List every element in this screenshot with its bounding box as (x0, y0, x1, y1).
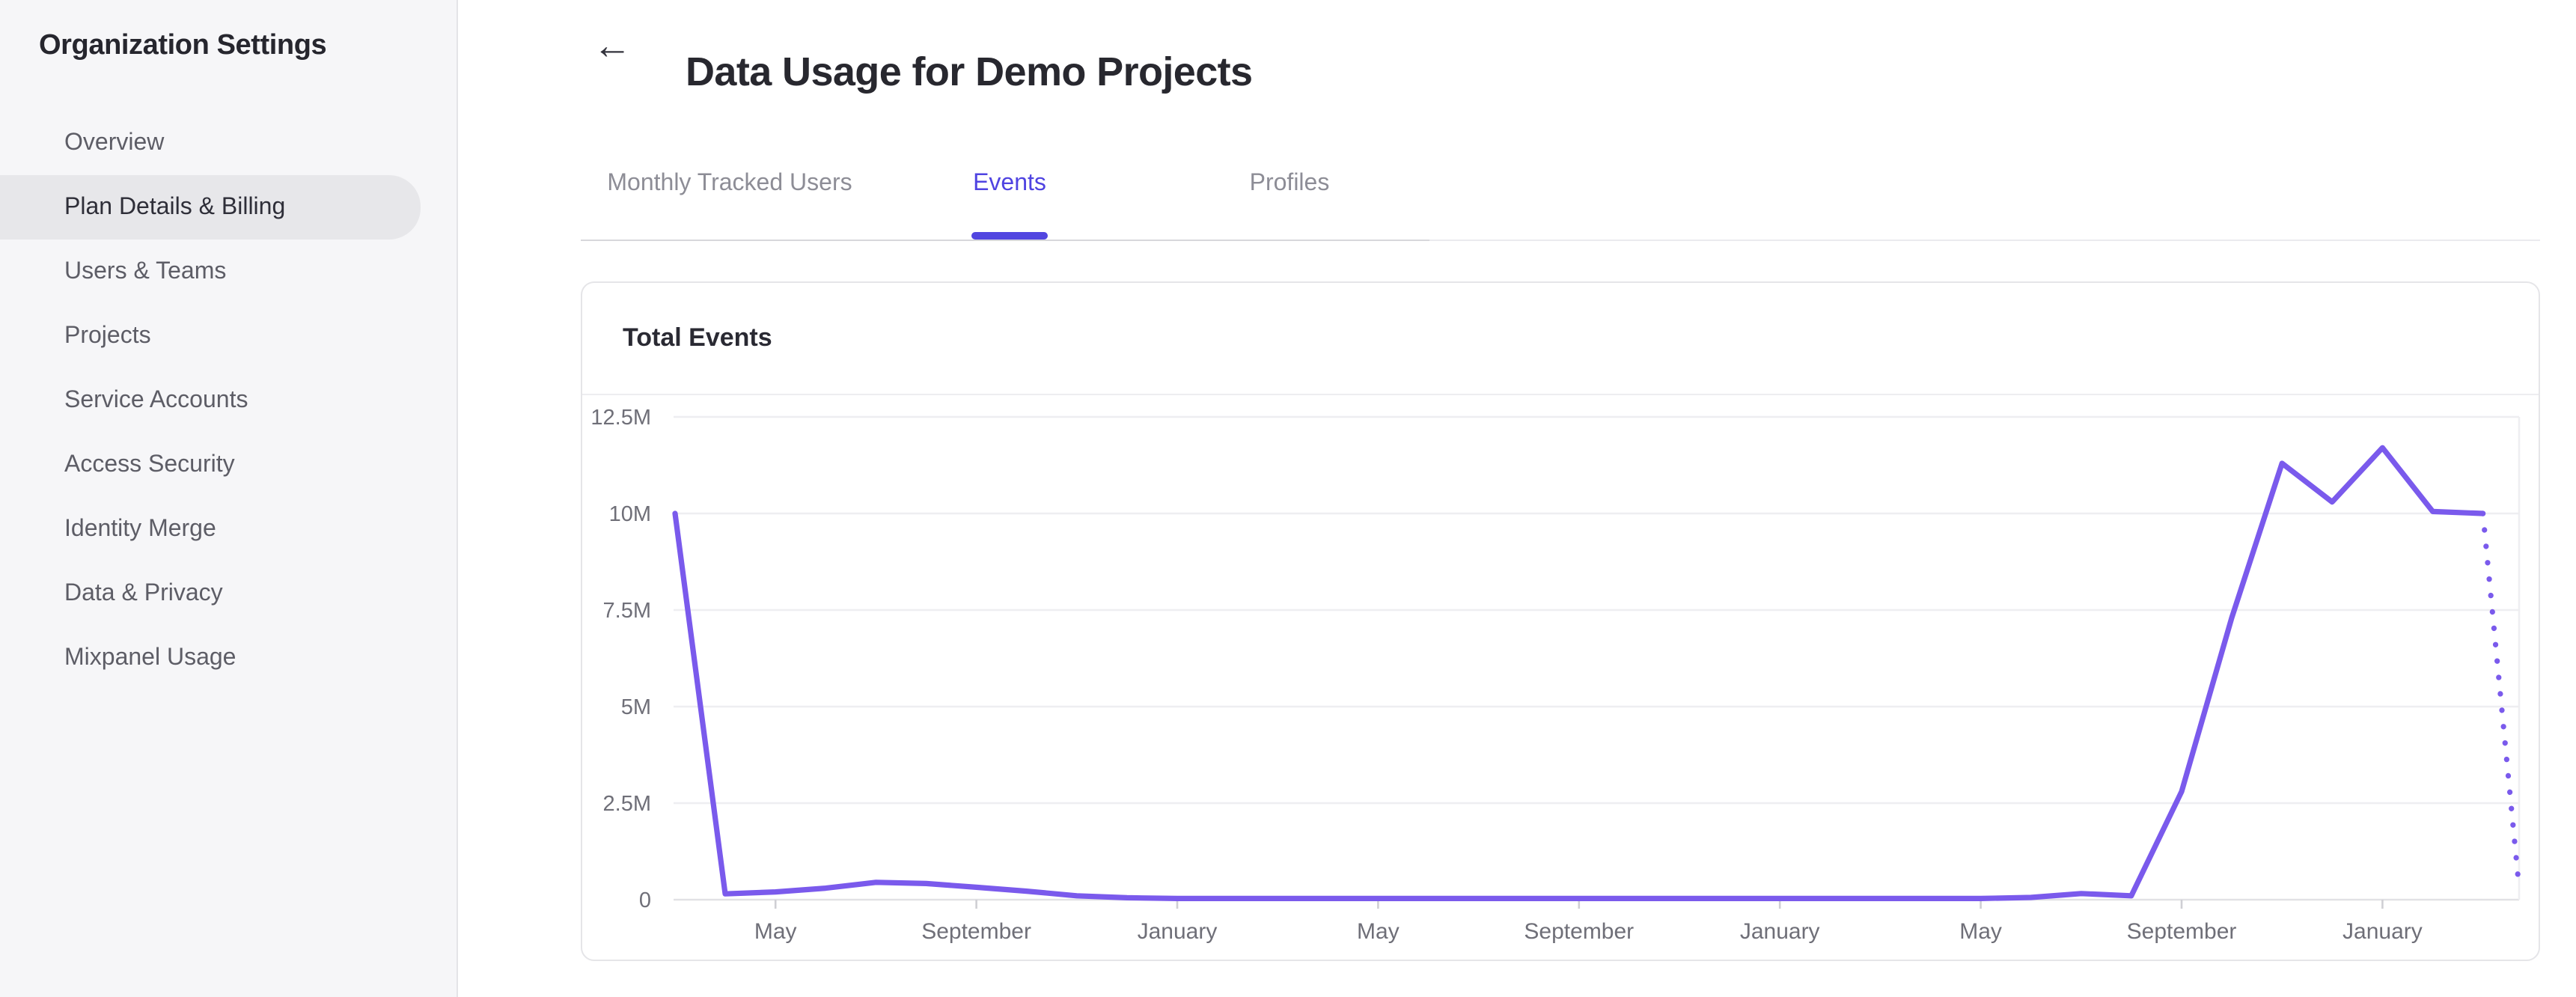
y-axis-label: 7.5M (603, 599, 651, 623)
usage-tabs: Monthly Tracked Users Events Profiles (590, 147, 1429, 240)
x-axis-label: September (2127, 919, 2237, 944)
sidebar-item-data-privacy[interactable]: Data & Privacy (0, 561, 457, 626)
sidebar-item-label: Service Accounts (64, 387, 248, 412)
sidebar-item-label: Overview (64, 129, 165, 155)
sidebar-nav: Overview Plan Details & Billing Users & … (0, 111, 457, 690)
sidebar-item-label: Plan Details & Billing (64, 194, 286, 219)
total-events-card: Total Events 0 2.5M 5M 7.5M 10M 12.5M May Septe… (581, 281, 2540, 961)
total-events-chart: 0 2.5M 5M 7.5M 10M 12.5M May September January Ma… (590, 406, 2522, 944)
sidebar-item-label: Projects (64, 323, 151, 348)
sidebar-item-overview[interactable]: Overview (0, 111, 457, 175)
sidebar-item-users-teams[interactable]: Users & Teams (0, 240, 457, 304)
y-axis-label: 12.5M (590, 406, 651, 430)
page-title: Data Usage for Demo Projects (686, 49, 1253, 95)
x-axis-label: January (1740, 919, 1820, 944)
tab-label: Monthly Tracked Users (607, 170, 852, 195)
sidebar-item-mixpanel-usage[interactable]: Mixpanel Usage (0, 626, 457, 690)
y-axis-label: 10M (609, 502, 651, 526)
sidebar-title: Organization Settings (39, 30, 327, 61)
sidebar-item-plan-details-billing[interactable]: Plan Details & Billing (0, 175, 421, 240)
sidebar-item-access-security[interactable]: Access Security (0, 433, 457, 497)
tab-profiles[interactable]: Profiles (1150, 147, 1429, 220)
sidebar-item-label: Users & Teams (64, 258, 227, 284)
x-axis-label: January (1138, 919, 1218, 944)
x-axis-label: January (2342, 919, 2423, 944)
x-axis-label: September (1524, 919, 1634, 944)
tab-label: Events (973, 170, 1046, 195)
sidebar-item-service-accounts[interactable]: Service Accounts (0, 368, 457, 433)
main-content: ← Data Usage for Demo Projects Monthly T… (458, 0, 2576, 997)
x-axis-label: September (921, 919, 1031, 944)
x-axis-label: May (1357, 919, 1400, 944)
sidebar-item-label: Mixpanel Usage (64, 644, 236, 670)
active-tab-underline (971, 232, 1048, 240)
sidebar-item-projects[interactable]: Projects (0, 304, 457, 368)
organization-settings-sidebar: Organization Settings Overview Plan Deta… (0, 0, 458, 997)
sidebar-item-label: Identity Merge (64, 516, 216, 541)
events-line-projected-dotted (2480, 510, 2522, 891)
tab-events[interactable]: Events (870, 147, 1150, 240)
tab-monthly-tracked-users[interactable]: Monthly Tracked Users (590, 147, 870, 220)
events-line-solid (672, 445, 2486, 902)
sidebar-item-label: Access Security (64, 451, 235, 477)
card-title: Total Events (623, 323, 772, 352)
card-header: Total Events (582, 283, 2539, 395)
y-axis-label: 0 (639, 888, 651, 912)
back-arrow-icon: ← (593, 22, 632, 67)
sidebar-item-identity-merge[interactable]: Identity Merge (0, 497, 457, 561)
x-axis-label: May (1959, 919, 2002, 944)
back-button[interactable]: ← (587, 19, 638, 70)
x-axis-label: May (754, 919, 797, 944)
tabs-divider-dark-segment (581, 239, 1429, 241)
sidebar-item-label: Data & Privacy (64, 580, 223, 606)
tabs-divider (581, 239, 2540, 241)
y-axis-label: 2.5M (603, 792, 651, 816)
tab-label: Profiles (1249, 170, 1330, 195)
y-axis-label: 5M (621, 695, 651, 719)
